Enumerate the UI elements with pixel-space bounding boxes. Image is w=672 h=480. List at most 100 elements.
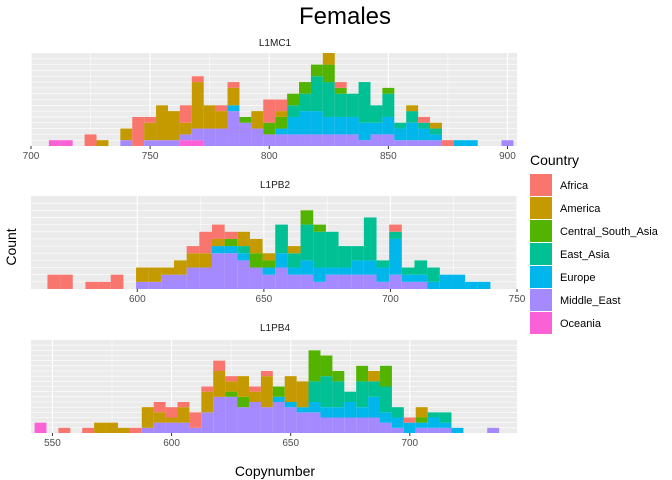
bar-segment-europe: [338, 267, 352, 275]
bar-segment-america: [167, 111, 180, 141]
bar-segment-america: [275, 111, 288, 117]
bar-segment-east-asia: [376, 260, 390, 268]
bar-segment-africa: [389, 224, 402, 232]
bar-segment-america: [287, 246, 301, 254]
bar-segment-middle-east: [406, 140, 419, 146]
bar-segment-central-south-asia: [334, 87, 347, 94]
bar-segment-america: [284, 376, 297, 402]
x-axis-label: Copynumber: [235, 463, 315, 479]
bar-segment-east-asia: [313, 231, 326, 268]
bar-segment-east-asia: [346, 93, 359, 117]
bar-segment-east-asia: [439, 412, 452, 423]
bar-segment-europe: [418, 128, 431, 141]
bar-segment-america: [186, 253, 200, 268]
bar-segment-east-asia: [322, 82, 335, 117]
panel-title-l1mc1: L1MC1: [259, 38, 292, 49]
bar-segment-africa: [263, 99, 276, 123]
bar-segment-central-south-asia: [262, 260, 276, 268]
bar-segment-europe: [332, 407, 345, 418]
bar-segment-africa: [98, 281, 111, 289]
bar-segment-east-asia: [358, 82, 371, 123]
bar-segment-europe: [296, 407, 309, 413]
bar-segment-africa: [213, 360, 226, 371]
bar-segment-middle-east: [351, 274, 364, 289]
bar-segment-middle-east: [287, 274, 301, 289]
bar-segment-central-south-asia: [308, 350, 321, 382]
bar-segment-europe: [439, 274, 453, 289]
bar-segment-oceania: [48, 140, 61, 146]
bar-segment-america: [368, 371, 381, 382]
bar-segment-europe: [346, 116, 359, 135]
x-tick-label: 750: [142, 151, 159, 162]
bar-segment-middle-east: [394, 140, 407, 146]
bar-segment-europe: [344, 402, 357, 418]
bar-segment-europe: [389, 238, 402, 275]
bar-segment-middle-east: [191, 128, 204, 141]
bar-segment-oceania: [60, 140, 73, 146]
bar-segment-east-asia: [308, 381, 321, 402]
x-tick-label: 550: [44, 438, 61, 449]
bar-segment-middle-east: [275, 134, 288, 146]
bar-segment-east-asia: [370, 105, 383, 123]
bar-segment-middle-east: [501, 140, 514, 146]
bar-segment-africa: [110, 274, 124, 289]
bar-segment-middle-east: [382, 134, 395, 146]
bar-segment-central-south-asia: [313, 224, 326, 232]
bar-segment-europe: [451, 427, 464, 433]
bar-segment-europe: [334, 116, 347, 135]
bar-segment-africa: [85, 281, 99, 289]
bar-segment-america: [117, 427, 130, 433]
bar-segment-middle-east: [141, 427, 154, 433]
bar-segment-middle-east: [165, 422, 178, 433]
bar-segment-europe: [237, 253, 250, 261]
bar-segment-africa: [60, 274, 73, 289]
bar-segment-europe: [308, 402, 321, 413]
bar-segment-middle-east: [251, 128, 264, 146]
bar-segment-east-asia: [338, 246, 352, 268]
bar-segment-central-south-asia: [239, 116, 252, 123]
bar-segment-europe: [310, 111, 323, 135]
bar-segment-middle-east: [308, 412, 321, 433]
bar-segment-middle-east: [418, 140, 431, 146]
bar-segment-middle-east: [215, 128, 228, 146]
bar-segment-middle-east: [363, 274, 377, 289]
bar-segment-africa: [58, 427, 71, 433]
bar-segment-middle-east: [487, 427, 500, 433]
x-tick-label: 800: [261, 151, 278, 162]
bar-segment-middle-east: [272, 402, 285, 433]
bar-segment-america: [148, 267, 162, 282]
bar-segment-east-asia: [368, 381, 381, 397]
bar-segment-america: [203, 105, 216, 129]
bar-segment-central-south-asia: [263, 122, 276, 135]
x-tick-label: 700: [401, 438, 418, 449]
bar-segment-africa: [275, 99, 288, 112]
bar-segment-east-asia: [320, 376, 333, 408]
bar-segment-america: [415, 407, 428, 418]
bar-segment-central-south-asia: [332, 371, 345, 382]
bar-segment-europe: [414, 274, 428, 282]
bar-segment-east-asia: [391, 407, 404, 418]
bar-segment-middle-east: [186, 267, 200, 289]
bar-segment-europe: [401, 274, 415, 282]
bar-segment-middle-east: [239, 122, 252, 146]
panel-bars: [48, 53, 514, 146]
bar-segment-central-south-asia: [237, 396, 249, 408]
bar-segment-europe: [325, 267, 339, 275]
bar-segment-middle-east: [227, 111, 240, 146]
bar-segment-central-south-asia: [225, 391, 238, 397]
legend-swatch-europe: [530, 266, 552, 288]
bar-segment-middle-east: [368, 417, 381, 433]
bar-segment-america: [211, 238, 225, 247]
y-axis-label: Count: [3, 228, 19, 265]
bar-segment-europe: [465, 281, 478, 289]
bar-segment-middle-east: [439, 427, 452, 433]
bar-segment-middle-east: [237, 260, 250, 289]
bar-segment-central-south-asia: [249, 253, 263, 268]
bar-segment-africa: [132, 116, 145, 146]
bar-segment-oceania: [179, 140, 192, 146]
bar-segment-middle-east: [189, 427, 202, 433]
bar-segment-middle-east: [284, 407, 297, 433]
bar-segment-middle-east: [391, 427, 404, 433]
bar-segment-africa: [227, 82, 240, 88]
